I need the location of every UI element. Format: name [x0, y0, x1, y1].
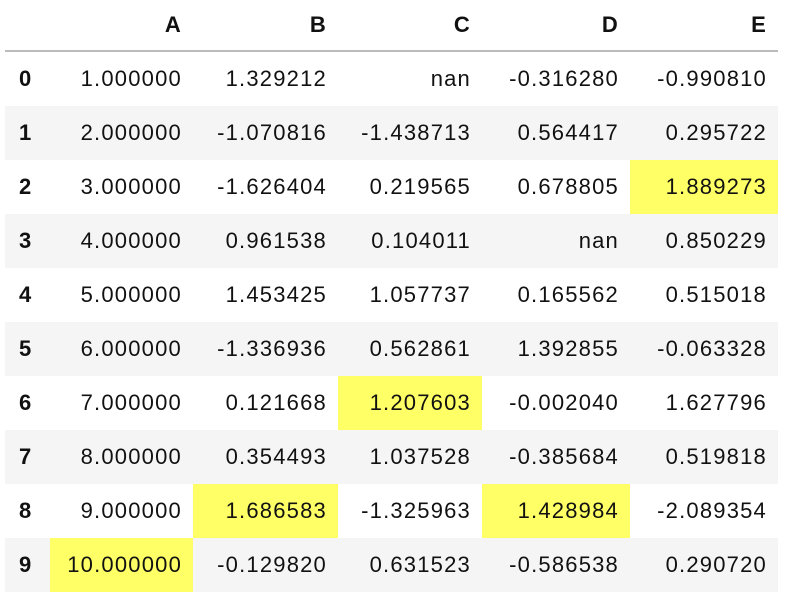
table-cell: 0.121668 — [225, 390, 327, 415]
table-row: 9 10.000000 -0.129820 0.631523 -0.586538 0.29… — [5, 538, 778, 592]
table-row: 5 6.000000 -1.336936 0.562861 1.392855 -0.063… — [5, 322, 778, 376]
table-cell: -0.586538 — [509, 552, 619, 577]
table-row: 1 2.000000 -1.070816 -1.438713 0.564417 0.295… — [5, 106, 778, 160]
table-cell: 1.686583 — [193, 484, 338, 538]
table-cell: 0.354493 — [225, 444, 327, 469]
table-cell: 0.219565 — [369, 174, 471, 199]
table-cell: 10.000000 — [50, 538, 193, 592]
column-header — [5, 0, 50, 52]
table-cell: 0.519818 — [665, 444, 767, 469]
table-row: 8 9.000000 1.686583 -1.325963 1.428984 -2.089… — [5, 484, 778, 538]
table-cell: -0.063328 — [657, 336, 767, 361]
row-index: 1 — [19, 120, 33, 145]
table-cell: 0.678805 — [517, 174, 619, 199]
table-cell: -1.336936 — [217, 336, 327, 361]
table-cell: 1.207603 — [338, 376, 482, 430]
table-row: 3 4.000000 0.961538 0.104011 nan 0.850229 — [5, 214, 778, 268]
table-cell: 0.290720 — [665, 552, 767, 577]
table-cell: -1.070816 — [217, 120, 327, 145]
table-cell: -1.626404 — [217, 174, 327, 199]
column-header: D — [482, 0, 630, 52]
column-header: C — [338, 0, 482, 52]
table-cell: 3.000000 — [80, 174, 182, 199]
table-cell: -1.438713 — [361, 120, 471, 145]
table-cell: 5.000000 — [80, 282, 182, 307]
table-cell: 0.104011 — [371, 228, 471, 253]
table-cell: 8.000000 — [80, 444, 182, 469]
table-cell: 0.562861 — [369, 336, 471, 361]
table-cell: 1.428984 — [482, 484, 630, 538]
row-index: 2 — [19, 174, 33, 199]
table-cell: 4.000000 — [80, 228, 182, 253]
row-index: 6 — [19, 390, 33, 415]
table-cell: -0.129820 — [217, 552, 327, 577]
table-row: 4 5.000000 1.453425 1.057737 0.165562 0.51501… — [5, 268, 778, 322]
table-cell: 9.000000 — [80, 498, 182, 523]
column-header: A — [50, 0, 193, 52]
table-cell: 1.392855 — [517, 336, 619, 361]
table-cell: 2.000000 — [80, 120, 182, 145]
table-cell: -0.002040 — [509, 390, 619, 415]
table-cell: 1.889273 — [630, 160, 778, 214]
table-cell: -2.089354 — [657, 498, 767, 523]
table-row: 2 3.000000 -1.626404 0.219565 0.678805 1.8892… — [5, 160, 778, 214]
table-cell: -1.325963 — [361, 498, 471, 523]
table-cell: -0.316280 — [509, 66, 619, 91]
table-cell: 6.000000 — [80, 336, 182, 361]
table-cell: 0.961538 — [225, 228, 327, 253]
column-header: E — [630, 0, 778, 52]
table-row: 6 7.000000 0.121668 1.207603 -0.002040 1.6277… — [5, 376, 778, 430]
table-cell: 0.564417 — [517, 120, 619, 145]
table-cell: 0.850229 — [665, 228, 767, 253]
table-cell: nan — [578, 228, 619, 253]
table-cell: -0.990810 — [657, 66, 767, 91]
row-index: 3 — [19, 228, 33, 253]
row-index: 8 — [19, 498, 33, 523]
table-row: 0 1.000000 1.329212 nan -0.316280 -0.990810 — [5, 51, 778, 106]
table-cell: 1.453425 — [225, 282, 327, 307]
table-cell: 0.515018 — [665, 282, 767, 307]
table-cell: nan — [430, 66, 471, 91]
row-index: 5 — [19, 336, 33, 361]
table-body: 0 1.000000 1.329212 nan -0.316280 -0.990810 1 2… — [5, 51, 778, 592]
table-cell: -0.385684 — [509, 444, 619, 469]
table-cell: 0.631523 — [369, 552, 471, 577]
table-row: 7 8.000000 0.354493 1.037528 -0.385684 0.5198… — [5, 430, 778, 484]
table-cell: 1.057737 — [369, 282, 471, 307]
table-cell: 0.165562 — [517, 282, 619, 307]
row-index: 4 — [19, 282, 33, 307]
table-cell: 0.295722 — [665, 120, 767, 145]
column-header: B — [193, 0, 338, 52]
row-index: 9 — [19, 552, 33, 577]
table-cell: 1.627796 — [665, 390, 767, 415]
table-cell: 1.329212 — [225, 66, 327, 91]
row-index: 0 — [19, 66, 33, 91]
table-cell: 1.000000 — [80, 66, 182, 91]
table-cell: 7.000000 — [80, 390, 182, 415]
table-cell: 1.037528 — [369, 444, 471, 469]
row-index: 7 — [19, 444, 33, 469]
